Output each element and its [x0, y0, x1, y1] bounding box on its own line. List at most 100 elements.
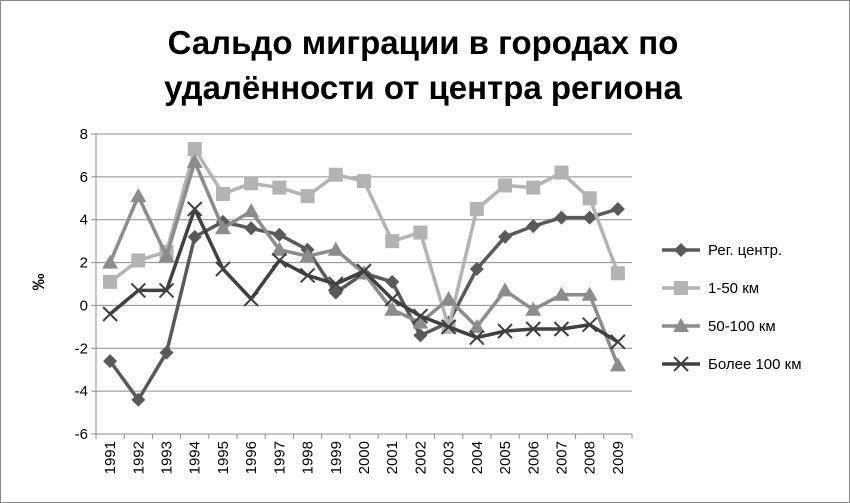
series-4-point-2005 — [497, 323, 513, 339]
series-2-point-1998 — [300, 189, 315, 204]
x-tick-label-1991: 1991 — [102, 441, 119, 474]
series-2-point-2006 — [526, 180, 541, 195]
series-1-point-1991 — [103, 354, 118, 369]
gridlines — [96, 133, 632, 435]
series-2-point-2001 — [385, 234, 400, 249]
x-tick-label-2002: 2002 — [412, 441, 429, 474]
x-tick-label-2009: 2009 — [610, 441, 627, 474]
y-tick-label-0: -6 — [75, 426, 88, 443]
x-tick-label-1996: 1996 — [243, 441, 260, 474]
series-3-point-2002 — [412, 314, 429, 329]
series-3-point-2005 — [497, 282, 514, 297]
series-4-point-1995 — [215, 261, 231, 277]
series-3-point-2001 — [384, 301, 401, 316]
series-4-point-2009 — [610, 334, 626, 350]
chart-title-line-2: удалённости от центра региона — [164, 69, 682, 106]
y-tick-label-2: -2 — [75, 340, 88, 357]
series-4-point-2003 — [440, 319, 457, 335]
x-tick-label-1998: 1998 — [300, 441, 317, 474]
series-4-point-2006 — [525, 321, 541, 337]
series-1-point-1992 — [131, 392, 146, 407]
x-tick-label-1992: 1992 — [130, 441, 147, 474]
series-2-point-2009 — [610, 266, 625, 281]
x-tick-label-2007: 2007 — [553, 441, 570, 474]
series-2-point-1992 — [131, 253, 146, 268]
legend-label-3: 50-100 км — [708, 318, 776, 335]
x-tick-label-2008: 2008 — [582, 441, 599, 474]
series-3-point-2006 — [525, 301, 542, 316]
x-tick-label-1993: 1993 — [159, 441, 176, 474]
series-3-point-1994 — [186, 153, 203, 168]
legend-label-4: Более 100 км — [708, 356, 802, 373]
y-tick-label-4: 2 — [80, 255, 88, 272]
series-2-point-2004 — [469, 202, 484, 216]
series-3-point-1999 — [327, 241, 344, 256]
legend-swatch-marker-4 — [673, 356, 689, 372]
series-3-point-1991 — [102, 254, 119, 269]
legend: Рег. центр. 1-50 км 50-100 км Более 100 км — [662, 242, 802, 373]
x-tick-label-2000: 2000 — [356, 441, 373, 474]
series-4-point-2000 — [356, 263, 372, 279]
x-tick-label-2004: 2004 — [469, 441, 486, 474]
series-lines — [102, 142, 626, 407]
series-4-point-1991 — [102, 306, 118, 322]
series-3-point-2007 — [553, 286, 570, 301]
y-tick-label-5: 4 — [80, 212, 88, 229]
x-tick-label-2001: 2001 — [384, 441, 401, 474]
series-2-point-1994 — [187, 142, 202, 156]
x-tick-label-1997: 1997 — [271, 441, 288, 474]
series-1-point-1993 — [159, 345, 174, 360]
legend-item-3: 50-100 км — [662, 318, 776, 335]
x-tick-label-2005: 2005 — [497, 441, 514, 474]
series-4-point-2001 — [384, 291, 400, 307]
series-3-point-2009 — [609, 357, 626, 372]
series-3-point-2004 — [468, 318, 485, 333]
legend-swatch-marker-3 — [673, 318, 689, 332]
series-2-point-1991 — [103, 274, 118, 289]
series-3-line — [108, 160, 620, 367]
series-1-point-2005 — [498, 229, 513, 244]
series-1-point-2008 — [582, 210, 597, 225]
series-2-point-1999 — [328, 167, 343, 182]
legend-label-2: 1-50 км — [708, 280, 759, 297]
legend-swatch-marker-2 — [674, 281, 688, 295]
series-1-point-1999 — [328, 285, 343, 300]
legend-label-1: Рег. центр. — [708, 242, 782, 259]
series-2-point-2008 — [582, 191, 597, 206]
y-tick-label-3: 0 — [80, 297, 88, 314]
series-4-point-1994 — [187, 201, 203, 217]
series-4-point-2004 — [469, 329, 485, 346]
axes: -6 -4 -2 0 2 4 6 8 1991 1992 1993 1994 1995 1996 1997 1… — [75, 126, 633, 474]
legend-item-4: Более 100 км — [662, 356, 802, 373]
series-4-point-1993 — [158, 282, 175, 299]
chart-title-line-1: Сальдо миграции в городах по — [168, 24, 679, 61]
series-3-point-1992 — [130, 188, 147, 203]
series-3-point-2008 — [581, 286, 598, 301]
series-1-point-2006 — [526, 219, 541, 234]
series-1-point-2001 — [385, 274, 400, 289]
series-4-point-1992 — [130, 282, 147, 299]
legend-swatch-marker-1 — [674, 243, 688, 257]
series-2-point-2002 — [413, 225, 428, 240]
series-2-point-1995 — [215, 187, 230, 201]
series-1-point-2002 — [413, 328, 428, 343]
series-1-point-2004 — [469, 262, 484, 276]
series-2 — [103, 142, 625, 334]
series-3-point-1997 — [271, 241, 288, 256]
series-4 — [102, 201, 626, 350]
y-axis-label: ‰ — [29, 274, 48, 291]
x-tick-label-1995: 1995 — [215, 441, 232, 474]
series-3-point-1998 — [299, 248, 316, 263]
series-4-point-2008 — [581, 317, 598, 333]
series-4-point-2002 — [412, 308, 429, 324]
legend-item-2: 1-50 км — [662, 280, 759, 297]
y-tick-label-1: -4 — [75, 383, 88, 400]
series-3-point-1993 — [158, 248, 175, 263]
series-1-point-1997 — [272, 227, 287, 242]
series-3-point-1996 — [243, 203, 260, 218]
series-1-point-2009 — [610, 202, 625, 216]
series-2-point-2005 — [498, 178, 513, 193]
y-tick-label-7: 8 — [80, 126, 88, 143]
series-2-point-2000 — [357, 174, 371, 189]
